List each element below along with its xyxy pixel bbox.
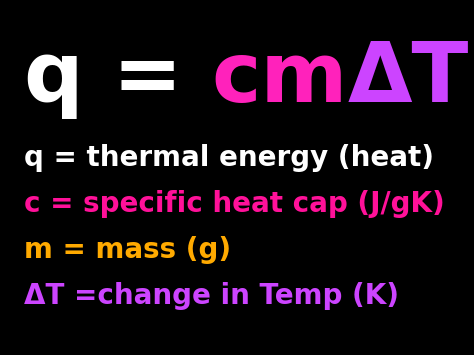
Text: ΔT =change in Temp (K): ΔT =change in Temp (K) xyxy=(24,283,399,310)
Text: m = mass (g): m = mass (g) xyxy=(24,236,231,264)
Text: ΔT: ΔT xyxy=(348,38,469,119)
Text: q = thermal energy (heat): q = thermal energy (heat) xyxy=(24,144,434,172)
Text: q =: q = xyxy=(24,38,211,119)
Text: cm: cm xyxy=(211,38,348,119)
Text: c = specific heat cap (J/gK): c = specific heat cap (J/gK) xyxy=(24,190,445,218)
